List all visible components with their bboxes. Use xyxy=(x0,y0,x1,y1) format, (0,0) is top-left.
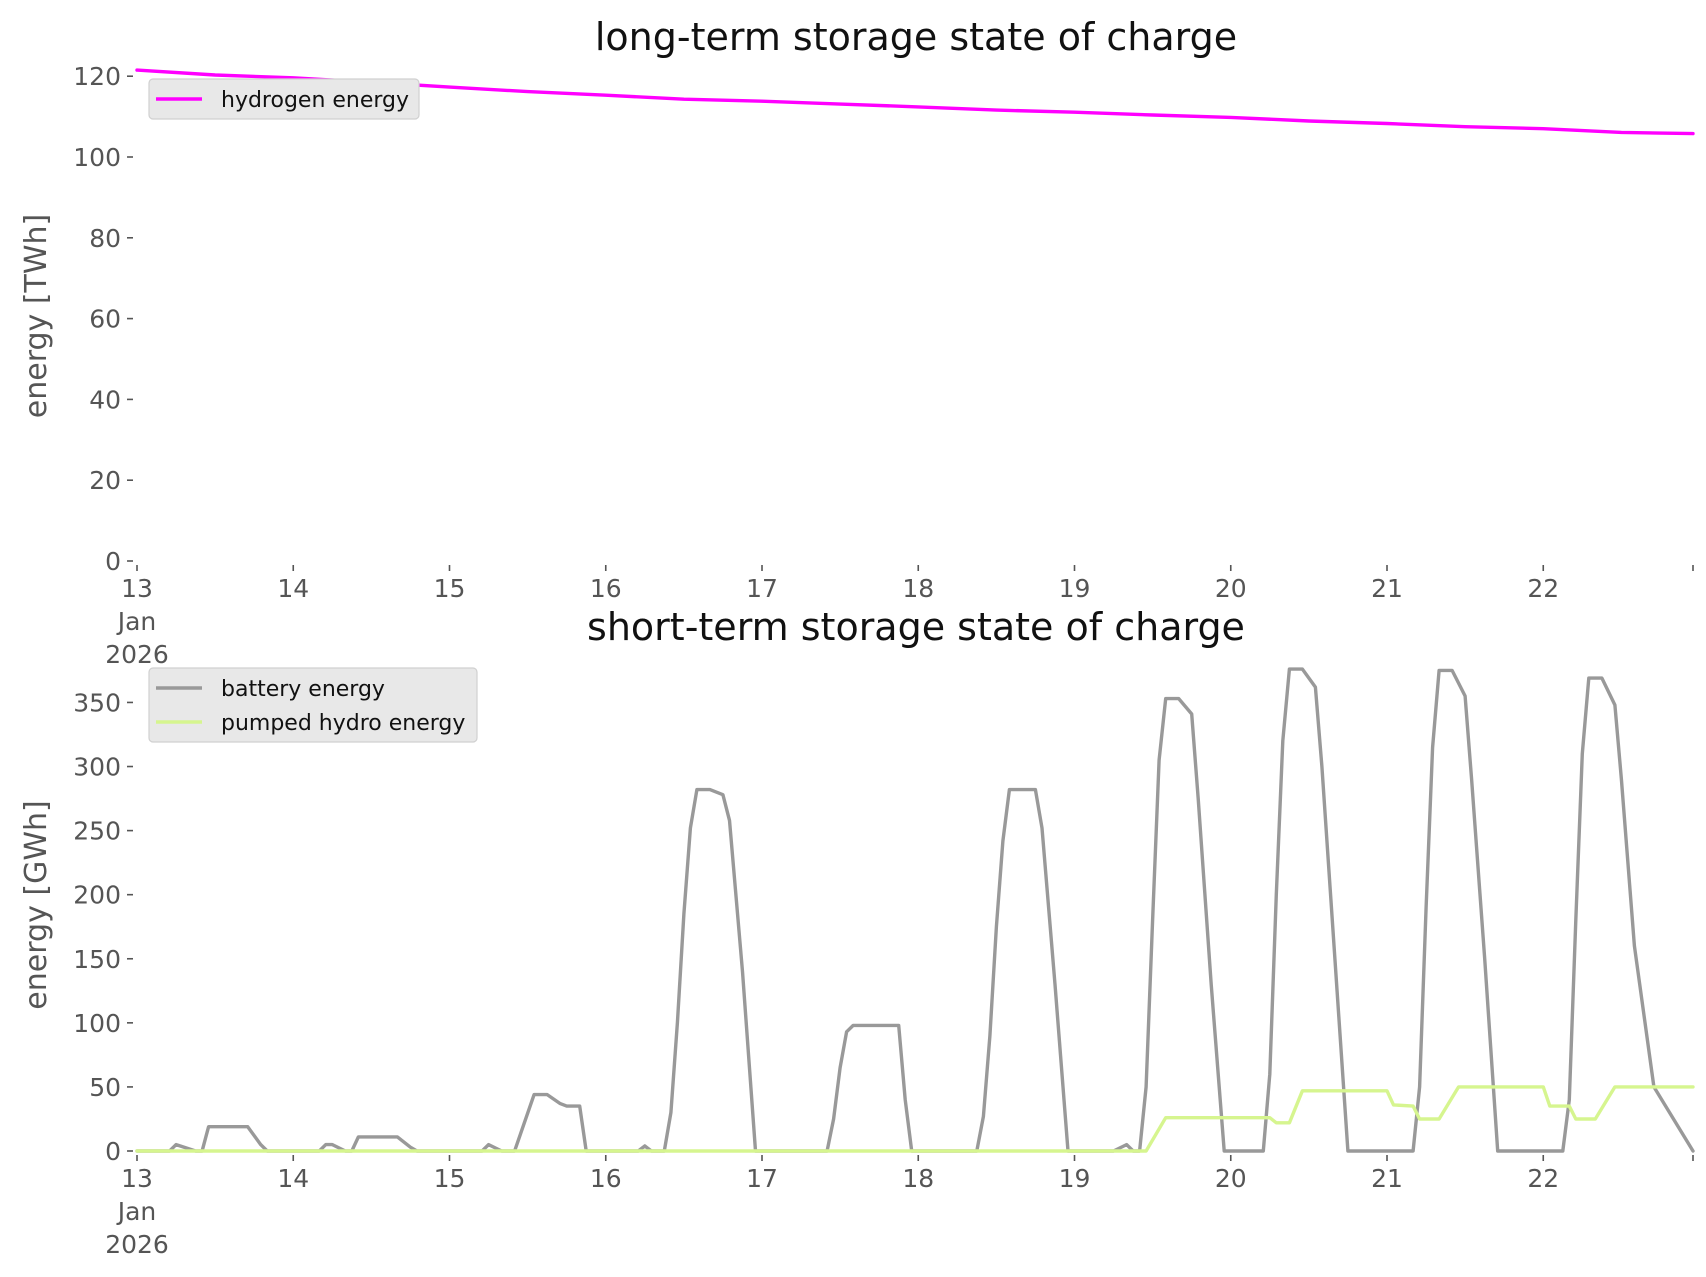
x-tick-label: Jan xyxy=(116,1197,157,1226)
x-tick-label: 21 xyxy=(1371,574,1403,603)
legend-label: hydrogen energy xyxy=(221,88,409,113)
y-tick-label: 0 xyxy=(105,1137,121,1166)
y-tick-label: 60 xyxy=(89,305,121,334)
x-tick-label: 13 xyxy=(121,574,153,603)
long-term-storage-chart: long-term storage state of charge energy… xyxy=(19,15,1695,669)
y-tick-label: 100 xyxy=(73,1009,121,1038)
x-tick-label: 19 xyxy=(1059,1164,1091,1193)
x-tick-label: 20 xyxy=(1215,1164,1247,1193)
y-tick-label: 300 xyxy=(73,753,121,782)
y-tick-label: 250 xyxy=(73,817,121,846)
y-tick-label: 100 xyxy=(73,143,121,172)
x-tick-label: 19 xyxy=(1059,574,1091,603)
legend-box xyxy=(148,78,420,120)
short-term-storage-chart: short-term storage state of charge energ… xyxy=(19,605,1695,1259)
x-axis-ticks: 13 Jan 2026 14 15 16 17 18 19 20 21 22 xyxy=(105,565,1694,669)
x-tick-label: 16 xyxy=(590,574,622,603)
y-tick-label: 40 xyxy=(89,385,121,414)
x-tick-label: 18 xyxy=(902,1164,934,1193)
x-tick-label: 13 xyxy=(121,1164,153,1193)
x-tick-label: 2026 xyxy=(105,640,169,669)
legend: hydrogen energy xyxy=(148,78,420,120)
legend-box xyxy=(148,667,478,743)
y-tick-label: 120 xyxy=(73,62,121,91)
legend-label: pumped hydro energy xyxy=(221,711,465,736)
y-tick-label: 50 xyxy=(89,1073,121,1102)
x-tick-label: 14 xyxy=(277,1164,309,1193)
x-tick-label: 16 xyxy=(590,1164,622,1193)
series-line xyxy=(135,1085,1695,1153)
y-axis-label: energy [GWh] xyxy=(19,800,54,1009)
x-tick-label: 17 xyxy=(746,1164,778,1193)
chart-title: short-term storage state of charge xyxy=(587,605,1245,649)
chart-title: long-term storage state of charge xyxy=(595,15,1237,59)
x-tick-label: 14 xyxy=(277,574,309,603)
x-tick-label: 15 xyxy=(434,1164,466,1193)
x-tick-label: 17 xyxy=(746,574,778,603)
series-lines xyxy=(135,667,1695,1153)
legend: battery energy pumped hydro energy xyxy=(148,667,478,743)
y-axis-label: energy [TWh] xyxy=(19,214,54,418)
y-tick-label: 200 xyxy=(73,881,121,910)
x-tick-label: 20 xyxy=(1215,574,1247,603)
y-axis-ticks: 0 20 40 60 80 100 120 xyxy=(73,62,133,576)
y-axis-ticks: 0 50 100 150 200 250 300 350 xyxy=(73,688,133,1166)
y-tick-label: 350 xyxy=(73,688,121,717)
legend-label: battery energy xyxy=(221,677,385,702)
x-tick-label: 15 xyxy=(434,574,466,603)
x-axis-ticks: 13 Jan 2026 14 15 16 17 18 19 20 21 22 xyxy=(105,1155,1694,1259)
y-tick-label: 0 xyxy=(105,547,121,576)
x-tick-label: 22 xyxy=(1527,574,1559,603)
y-tick-label: 80 xyxy=(89,224,121,253)
x-tick-label: 21 xyxy=(1371,1164,1403,1193)
y-tick-label: 150 xyxy=(73,945,121,974)
x-tick-label: 18 xyxy=(902,574,934,603)
y-tick-label: 20 xyxy=(89,466,121,495)
x-tick-label: Jan xyxy=(116,607,157,636)
x-tick-label: 2026 xyxy=(105,1230,169,1259)
x-tick-label: 22 xyxy=(1527,1164,1559,1193)
